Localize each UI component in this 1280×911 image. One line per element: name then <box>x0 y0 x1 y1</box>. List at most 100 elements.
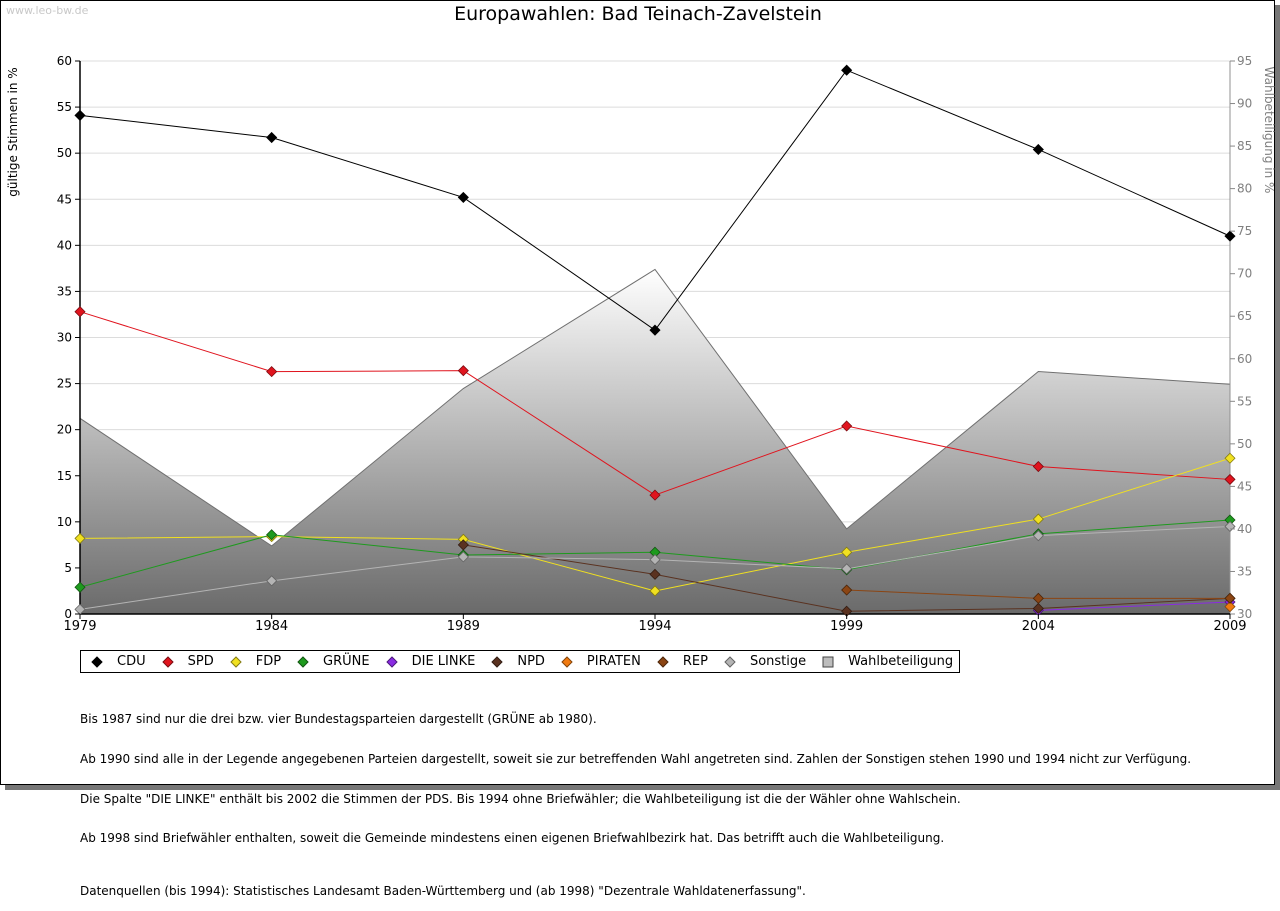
data-point-spd <box>457 365 469 377</box>
data-point-sonstige <box>266 575 278 587</box>
data-point-spd <box>1032 460 1044 473</box>
y2-tick-label: 30 <box>1237 607 1252 621</box>
data-source-note: Datenquellen (bis 1994): Statistisches L… <box>80 883 806 898</box>
y2-tick-label: 85 <box>1237 139 1252 153</box>
data-point-fdp <box>841 546 853 558</box>
series-line-die-linke <box>1038 601 1231 611</box>
legend-marker-spd <box>161 655 174 668</box>
data-point-sonstige <box>841 563 853 575</box>
legend-label: Sonstige <box>749 654 807 669</box>
chart-title: Europawahlen: Bad Teinach-Zavelstein <box>454 3 822 25</box>
y2-tick-label: 55 <box>1237 394 1252 408</box>
legend-item-sonstige: Sonstige <box>724 654 806 669</box>
legend-label: DIE LINKE <box>411 654 476 669</box>
y-tick-label: 30 <box>57 331 72 345</box>
legend-label: CDU <box>117 654 146 669</box>
y-tick-label: 55 <box>57 100 72 114</box>
y-tick-label: 50 <box>57 146 72 160</box>
x-tick-label: 1989 <box>447 619 480 634</box>
notes: Bis 1987 sind nur die drei bzw. vier Bun… <box>80 687 1191 911</box>
legend-label: SPD <box>187 654 214 669</box>
note-line: Ab 1998 sind Briefwähler enthalten, sowe… <box>80 831 945 846</box>
y2-tick-label: 60 <box>1237 352 1252 366</box>
data-point-cdu <box>266 131 278 144</box>
data-point-fdp <box>1032 513 1044 525</box>
y2-axis-label: Wahlbeteiligung in % <box>1262 67 1276 194</box>
data-point-cdu <box>1224 230 1236 242</box>
x-tick-label: 1979 <box>63 619 96 634</box>
legend-label: FDP <box>255 654 282 669</box>
y2-tick-label: 75 <box>1237 224 1252 238</box>
data-point-spd <box>74 306 86 318</box>
y2-tick-label: 45 <box>1237 479 1252 493</box>
y2-tick-label: 65 <box>1237 309 1252 323</box>
data-point-rep <box>1032 592 1044 604</box>
y-tick-label: 15 <box>57 469 72 483</box>
watermark: www.leo-bw.de <box>6 4 89 17</box>
data-point-spd <box>649 489 661 501</box>
data-point-spd <box>841 420 853 432</box>
data-point-fdp <box>74 532 86 544</box>
data-point-cdu <box>649 324 661 336</box>
y-tick-label: 5 <box>64 561 72 575</box>
legend-item-fdp: FDP <box>230 654 281 669</box>
legend-item-die-linke: DIE LINKE <box>385 654 476 669</box>
line-chart: 0 5 10 15 20 25 30 35 40 45 50 55 60 30 35 40 45 50 55 60 65… <box>6 54 1276 634</box>
data-point-cdu <box>841 64 853 76</box>
turnout-area <box>80 269 1230 614</box>
legend-item-wahlbeteiligung: Wahlbeteiligung <box>822 654 953 669</box>
legend-marker-sonstige <box>724 655 736 668</box>
data-point-gr-ne <box>266 529 278 541</box>
data-point-spd <box>266 366 278 378</box>
legend-item-npd: NPD <box>491 654 545 669</box>
y2-tick-label: 70 <box>1237 267 1252 281</box>
legend-item-piraten: PIRATEN <box>561 654 641 669</box>
y2-tick-label: 50 <box>1237 437 1252 451</box>
x-tick-label: 2009 <box>1213 619 1246 634</box>
legend-label: PIRATEN <box>586 654 641 669</box>
data-point-sonstige <box>457 551 469 563</box>
data-point-sonstige <box>1032 530 1044 542</box>
legend-marker-npd <box>491 655 504 668</box>
data-point-sonstige <box>649 554 661 566</box>
turnout-outline <box>79 268 1231 547</box>
y2-tick-label: 95 <box>1237 54 1252 68</box>
data-point-npd <box>649 568 661 580</box>
data-point-gr-ne <box>74 581 86 593</box>
legend-item-spd: SPD <box>161 654 214 669</box>
y-tick-label: 20 <box>57 423 72 437</box>
y-tick-label: 40 <box>57 238 72 252</box>
data-point-piraten <box>1224 601 1236 613</box>
note-line: Bis 1987 sind nur die drei bzw. vier Bun… <box>80 712 597 727</box>
x-tick-label: 1999 <box>830 619 863 634</box>
legend-label: GRÜNE <box>323 654 370 669</box>
y2-tick-label: 80 <box>1237 182 1252 196</box>
data-point-npd <box>457 539 469 551</box>
data-point-fdp <box>649 585 661 597</box>
y-tick-label: 35 <box>57 284 72 298</box>
legend-marker-rep <box>657 655 669 668</box>
y-tick-label: 60 <box>57 54 72 68</box>
note-line: Ab 1990 sind alle in der Legende angegeb… <box>80 752 1192 767</box>
legend-item-rep: REP <box>657 654 708 669</box>
x-tick-label: 1994 <box>638 619 671 634</box>
data-point-rep <box>1224 592 1236 604</box>
data-point-rep <box>841 584 853 596</box>
legend-marker-wahlbeteiligung <box>822 656 834 667</box>
y-tick-label: 10 <box>57 515 72 529</box>
data-point-cdu <box>74 109 86 121</box>
data-point-cdu <box>1032 143 1044 156</box>
data-point-npd <box>1032 602 1044 615</box>
legend-item-gr-ne: GRÜNE <box>297 654 370 669</box>
data-point-fdp <box>1224 452 1236 464</box>
legend-marker-die-linke <box>385 655 398 668</box>
y-tick-label: 45 <box>57 192 72 206</box>
data-point-spd <box>1224 473 1236 486</box>
legend-marker-cdu <box>91 655 103 668</box>
legend-item-cdu: CDU <box>91 654 146 669</box>
x-tick-label: 1984 <box>255 619 288 634</box>
legend-marker-gr-ne <box>297 655 309 668</box>
legend-label: REP <box>682 654 708 669</box>
y-tick-label: 25 <box>57 377 72 391</box>
y-tick-label: 0 <box>64 607 72 621</box>
